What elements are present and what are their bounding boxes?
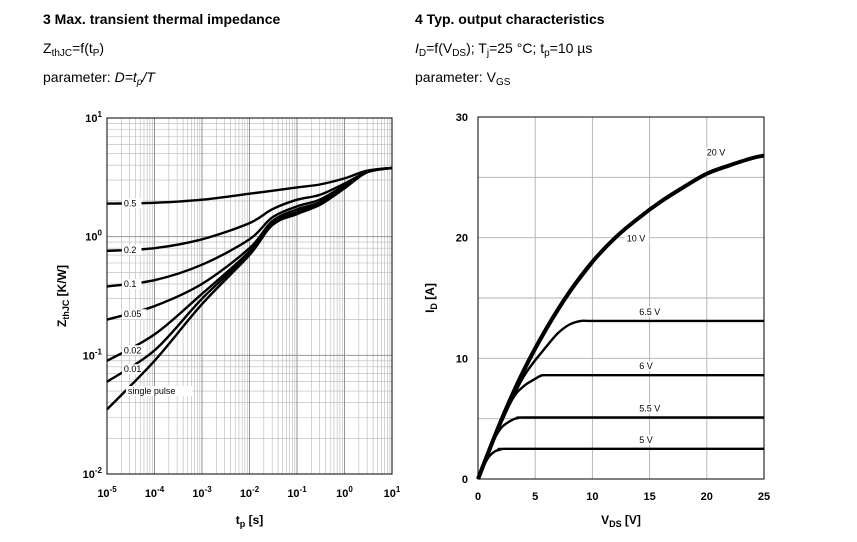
series-label: 0.01 [124,364,142,374]
x-tick-label: 100 [336,485,353,500]
y-tick-label: 10-1 [83,347,103,362]
series-label: 6.5 V [639,307,660,317]
x-tick-label: 25 [758,491,770,503]
series-line-20-V [476,153,765,480]
x-tick-label: 10-3 [192,485,212,500]
y-tick-label: 20 [456,233,468,245]
y-tick-label: 100 [85,229,102,244]
series-label-bg [637,403,668,414]
thermal-impedance-chart: 10-5 10-4 10-3 10-2 10-1 100 101 10-2 10-1 100 101… [55,110,401,529]
right-chart-subtitle: ID=f(VDS); Tj=25 °C; tp=10 µs [415,40,593,59]
series-label-bg [624,233,650,244]
series-label-bg [637,434,657,445]
x-tick-label: 10-2 [240,485,260,500]
series-label: 0.5 [124,198,137,208]
y-axis-label: ID [A] [423,283,439,313]
series-label-bg [704,147,730,158]
series-label: 5.5 V [639,403,660,413]
plot-frame [106,117,393,475]
plot-frame [477,116,765,480]
series-label-bg [121,278,142,289]
series-label: 0.02 [124,345,142,355]
series-line-5-V [476,447,764,480]
series-label-bg [121,364,147,375]
series-label-bg [637,361,657,372]
series-line-5.5-V [476,416,764,480]
left-chart-title: 3 Max. transient thermal impedance [43,11,281,27]
x-tick-label: 10-1 [287,485,307,500]
series-label-bg [637,306,668,317]
x-tick-label: 5 [532,491,538,503]
x-tick-label: 15 [643,491,655,503]
x-tick-label: 0 [475,491,481,503]
series-label-bg [121,345,147,356]
x-tick-label: 20 [701,491,713,503]
y-tick-label: 10 [456,353,468,365]
x-tick-label: 10-5 [97,485,117,500]
y-tick-label: 30 [456,112,468,124]
x-axis-label: tp [s] [236,513,264,529]
y-tick-label: 0 [462,474,468,486]
series-label-bg [125,386,193,397]
output-characteristics-chart: 0 5 10 15 20 25 0 10 20 30 VDS [V] ID [A] 20 V 10 V 6.… [423,112,770,529]
left-chart-subtitle: ZthJC=f(tP) [43,40,105,59]
series-label: 5 V [639,435,653,445]
series-label: 0.05 [124,309,142,319]
y-tick-label: 101 [85,110,102,125]
series-label: 0.2 [124,245,137,255]
series-label-bg [121,244,142,255]
y-tick-label: 10-2 [83,466,103,481]
x-axis-label: VDS [V] [601,513,641,529]
y-axis-label: ZthJC [K/W] [55,265,71,327]
series-label: 0.1 [124,279,137,289]
series-line-6-V [476,373,764,480]
series-label-bg [121,309,147,320]
right-chart-title: 4 Typ. output characteristics [415,11,605,27]
left-chart-parameter: parameter: D=tp/T [43,69,155,88]
series-label: 6 V [639,361,653,371]
series-label-bg [121,198,142,209]
x-tick-label: 10 [586,491,598,503]
series-line-single-pulse [106,166,393,411]
series-label: 10 V [627,233,646,243]
right-chart-parameter: parameter: VGS [415,69,511,88]
x-tick-label: 10-4 [145,485,165,500]
x-tick-label: 101 [384,485,401,500]
series-label: 20 V [707,148,726,158]
series-label: single pulse [128,386,176,396]
series-line-0.5 [106,166,393,205]
series-line-6.5-V [476,319,764,480]
